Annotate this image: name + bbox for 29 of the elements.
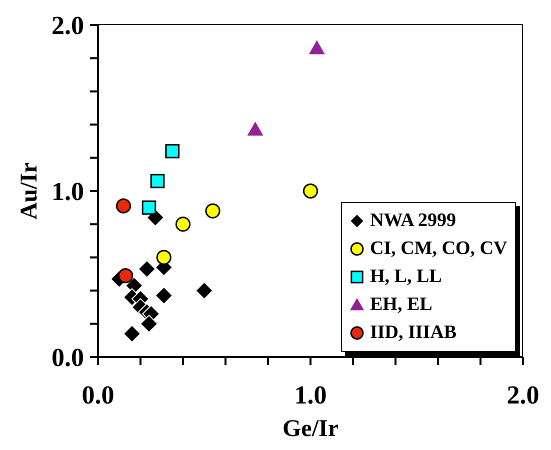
point — [123, 324, 141, 343]
y-axis-title: Au/Ir — [16, 162, 43, 220]
point — [205, 203, 220, 218]
x-tick-label: 1.0 — [294, 380, 327, 410]
x-tick-label: 0.0 — [82, 380, 114, 410]
y-tick-label: 2.0 — [52, 11, 84, 40]
point — [247, 122, 264, 136]
point — [156, 250, 172, 265]
y-tick-label: 0.0 — [52, 343, 84, 372]
point — [175, 216, 191, 232]
point — [308, 40, 325, 54]
point — [154, 286, 173, 305]
point — [150, 174, 165, 188]
legend-label: EH, EL — [370, 294, 432, 316]
point — [195, 282, 214, 300]
legend-label: CI, CM, CO, CV — [370, 238, 508, 260]
point — [142, 200, 156, 215]
legend-label: IID, IIIAB — [370, 322, 457, 344]
point — [138, 260, 156, 278]
x-tick-label: 2.0 — [506, 380, 540, 410]
point — [116, 198, 132, 214]
legend-label: H, L, LL — [370, 266, 442, 288]
point — [302, 183, 318, 199]
legend-label: NWA 2999 — [370, 210, 456, 232]
point — [140, 314, 158, 333]
y-tick-label: 1.0 — [52, 177, 84, 206]
x-axis-title: Ge/Ir — [282, 416, 339, 442]
point — [118, 268, 134, 284]
point — [165, 144, 180, 158]
